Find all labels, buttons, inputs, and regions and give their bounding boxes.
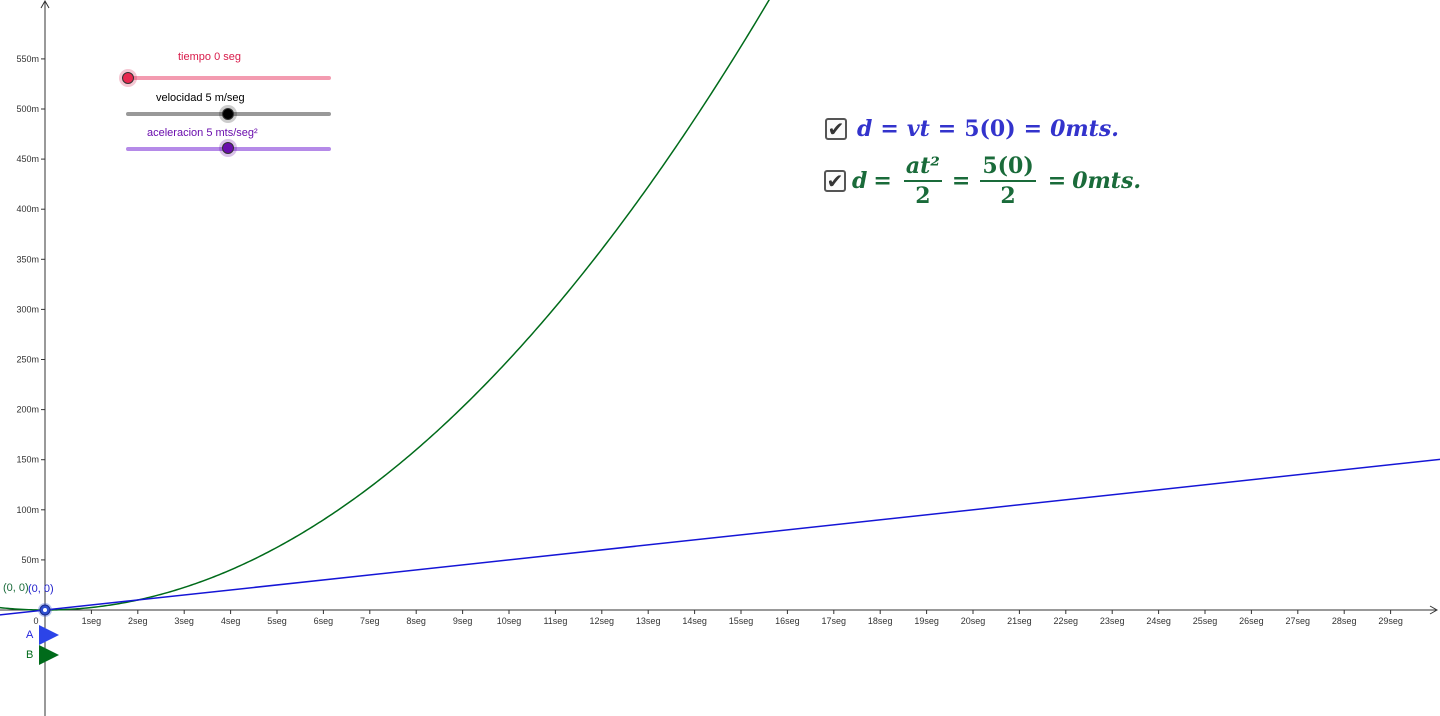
x-tick-label: 14seg [682,616,707,626]
x-tick-label: 4seg [221,616,241,626]
x-tick-label: 26seg [1239,616,1264,626]
x-tick-label: 17seg [822,616,847,626]
x-tick-label: 6seg [314,616,334,626]
formula2-fraction2: 5(0) 2 [980,154,1036,210]
accelerated-motion-formula: ✔ d = at² 2 = 5(0) 2 = 0mts. [824,154,1141,208]
x-tick-label: 10seg [497,616,522,626]
tiempo-slider-track[interactable] [127,76,331,80]
y-tick-label: 550m [16,54,39,64]
x-tick-label: 19seg [914,616,939,626]
origin-point[interactable] [38,603,52,617]
x-tick-label: 16seg [775,616,800,626]
check-icon: ✔ [827,117,845,141]
x-tick-label: 2seg [128,616,148,626]
x-tick-label: 9seg [453,616,473,626]
x-tick-label: 24seg [1146,616,1171,626]
button-b-label: B [26,649,34,661]
formula2-numerator2: 5(0) [980,154,1036,183]
x-tick-label: 15seg [729,616,754,626]
y-tick-label: 150m [16,455,39,465]
formula1-result: 0mts. [1050,116,1119,142]
y-tick-label: 250m [16,355,39,365]
y-tick-label: 50m [21,555,39,565]
formula1-checkbox[interactable]: ✔ [825,118,847,140]
x-tick-label: 22seg [1054,616,1079,626]
green-point-label: (0, 0) [3,582,29,594]
formula1-d: d [857,116,873,142]
x-tick-label: 0 [33,616,38,626]
x-tick-label: 7seg [360,616,380,626]
formula2-numerator1: at² [903,154,942,183]
y-axis-arrow [40,0,50,9]
y-ticks: 50m 100m 150m 200m 250m 300m 350m 400m 450m 500m 5… [16,54,45,565]
y-tick-label: 200m [16,405,39,415]
y-tick-label: 350m [16,254,39,264]
play-b-icon[interactable] [39,645,59,665]
x-tick-label: 20seg [961,616,986,626]
aceleracion-slider-label: aceleracion 5 mts/seg² [147,127,258,139]
y-tick-label: 100m [16,505,39,515]
formula1-vt: vt [906,116,930,142]
formula2-result: 0mts. [1072,168,1141,195]
formula2-fraction1: at² 2 [903,154,942,210]
x-tick-label: 11seg [543,616,567,626]
formula1-eq1: = [880,116,899,142]
formula2-checkbox[interactable]: ✔ [824,169,846,194]
formula1-eq3: = [1023,116,1043,142]
formula2-eq3: = [1047,168,1067,195]
y-tick-label: 400m [16,204,39,214]
x-tick-label: 8seg [406,616,426,626]
formula1-eq2: = [937,116,957,142]
formula2-eq2: = [951,168,971,195]
uniform-motion-formula: ✔ d = vt = 5(0) = 0mts. [825,116,1119,142]
x-tick-label: 21seg [1007,616,1032,626]
y-tick-label: 500m [16,104,39,114]
y-tick-label: 300m [16,304,39,314]
x-tick-label: 12seg [590,616,615,626]
x-tick-label: 28seg [1332,616,1357,626]
x-tick-label: 1seg [82,616,102,626]
check-icon: ✔ [826,169,844,194]
x-tick-label: 3seg [174,616,194,626]
x-tick-label: 18seg [868,616,893,626]
velocidad-slider-handle[interactable] [222,108,234,120]
formula1-value: 5(0) [964,116,1016,142]
tiempo-slider-label: tiempo 0 seg [178,51,241,63]
x-tick-label: 27seg [1286,616,1311,626]
y-tick-label: 450m [16,154,39,164]
blue-point-label: (0, 0) [28,583,54,595]
aceleracion-slider-handle[interactable] [222,142,234,154]
x-tick-label: 25seg [1193,616,1218,626]
x-tick-label: 29seg [1378,616,1403,626]
x-axis-arrow [1429,605,1439,615]
tiempo-slider-handle[interactable] [122,72,134,84]
formula2-d: d [852,168,868,195]
position-accelerated-curve [0,0,770,611]
formula2-eq1: = [873,168,892,195]
play-a-icon[interactable] [39,625,59,645]
x-ticks: 0 1seg 2seg 3seg 4seg 5seg 6seg 7seg 8seg 9seg 10s… [33,610,1403,626]
position-uniform-line [0,458,1440,616]
x-tick-label: 5seg [267,616,287,626]
x-tick-label: 13seg [636,616,661,626]
velocidad-slider-label: velocidad 5 m/seg [156,92,245,104]
button-a-label: A [26,629,34,641]
formula2-denominator2: 2 [1000,183,1016,210]
x-tick-label: 23seg [1100,616,1125,626]
formula2-denominator1: 2 [915,183,931,210]
